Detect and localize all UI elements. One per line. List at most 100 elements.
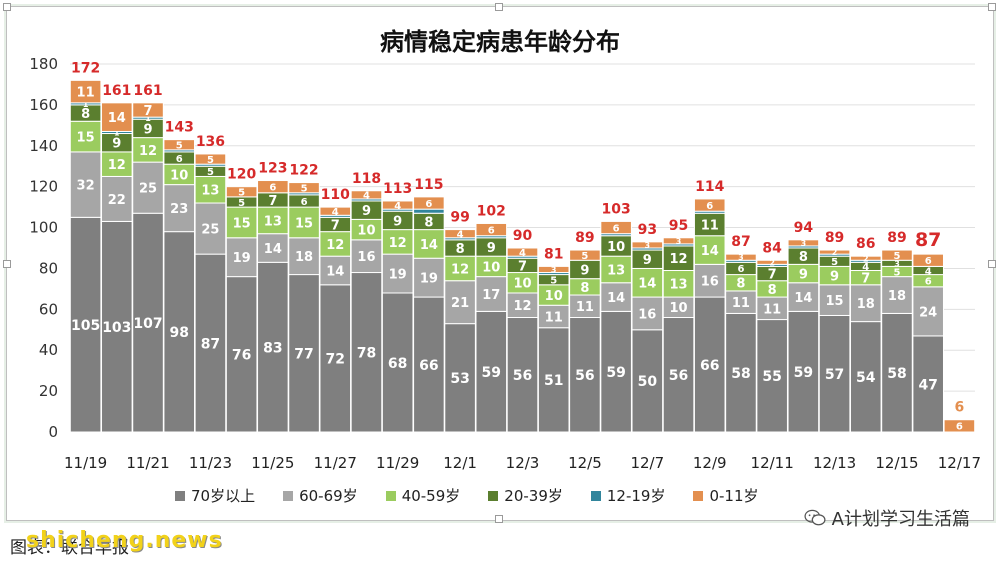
bar-segment [475, 310, 508, 433]
segment-data-label: 11 [763, 302, 781, 317]
segment-data-label: 10 [669, 301, 687, 316]
segment-data-label: 15 [233, 216, 251, 231]
y-tick-label: 20 [39, 382, 58, 400]
segment-data-label: 56 [669, 368, 688, 384]
total-data-label: 86 [856, 236, 875, 252]
segment-data-label: 24 [919, 305, 937, 320]
total-data-label: 87 [731, 234, 750, 250]
wechat-icon [804, 509, 826, 526]
bar-segment [506, 317, 539, 433]
segment-data-label: 14 [326, 264, 344, 279]
total-data-label: 136 [196, 134, 225, 150]
x-tick-label: 11/19 [64, 454, 107, 472]
bar-segment [631, 329, 664, 433]
resize-handle-top-left[interactable] [3, 3, 11, 11]
bar-segment [662, 317, 695, 433]
chart-source-caption: 图表：联合早报 [10, 538, 129, 558]
segment-data-label: 13 [201, 184, 219, 199]
segment-data-label: 8 [580, 281, 589, 296]
segment-data-label: 13 [669, 278, 687, 293]
chart-title: 病情稳定病患年龄分布 [380, 28, 620, 56]
bar-segment [163, 231, 196, 433]
segment-data-label: 47 [918, 377, 937, 393]
segment-data-label: 9 [143, 122, 152, 137]
bar-segment [725, 312, 757, 433]
segment-data-label: 3 [801, 239, 807, 248]
segment-data-label: 9 [487, 241, 496, 256]
segment-data-label: 87 [201, 336, 220, 352]
segment-data-label: 66 [700, 358, 719, 374]
segment-data-label: 59 [482, 365, 501, 381]
site-watermark: shicheng.news [26, 528, 223, 553]
segment-data-label: 56 [513, 368, 532, 384]
account-name: A计划学习生活篇 [831, 509, 970, 530]
segment-data-label: 53 [450, 371, 469, 387]
resize-handle-top-right[interactable] [988, 3, 996, 11]
y-tick-label: 40 [39, 341, 58, 359]
legend-swatch [693, 490, 704, 501]
segment-data-label: 5 [238, 198, 245, 209]
segment-data-label: 5 [550, 275, 557, 286]
bar-segment [756, 319, 788, 433]
segment-data-label: 6 [176, 154, 183, 165]
segment-data-label: 7 [268, 194, 277, 209]
segment-data-label: 19 [420, 272, 438, 287]
segment-data-label: 76 [232, 348, 251, 364]
bar-segment [163, 139, 196, 151]
resize-handle-bottom[interactable] [495, 515, 503, 523]
total-data-label: 84 [762, 240, 782, 256]
bar-segment [600, 220, 632, 235]
bar-segment [912, 253, 944, 267]
total-data-label: 103 [602, 201, 631, 217]
bar-segment [350, 272, 383, 433]
segment-data-label: 2 [863, 254, 869, 263]
x-tick-label: 12/3 [506, 454, 540, 472]
segment-data-label: 11 [732, 296, 750, 311]
resize-handle-right[interactable] [988, 260, 996, 268]
bar-segment [194, 202, 227, 255]
segment-data-label: 5 [831, 257, 838, 268]
segment-data-label: 14 [108, 111, 126, 126]
segment-data-label: 8 [424, 215, 433, 230]
segment-data-label: 103 [102, 320, 131, 336]
chart-legend: 70岁以上 60-69岁 40-59岁 20-39岁 12-19岁 0-11岁 [175, 485, 759, 506]
x-tick-label: 12/11 [751, 454, 794, 472]
bar-segment [194, 253, 227, 433]
segment-data-label: 25 [201, 223, 219, 238]
segment-data-label: 6 [613, 223, 620, 234]
bar-segment [849, 284, 882, 323]
resize-handle-top[interactable] [495, 3, 503, 11]
total-data-label: 90 [513, 228, 533, 244]
legend-swatch [488, 490, 499, 501]
bar-segment [849, 255, 882, 261]
segment-data-label: 10 [170, 168, 188, 183]
segment-data-label: 4 [332, 207, 339, 218]
bar-segment [693, 198, 726, 212]
x-tick-label: 11/21 [126, 454, 169, 472]
segment-data-label: 72 [326, 352, 345, 368]
bar-segment [69, 216, 102, 433]
segment-data-label: 10 [357, 224, 375, 239]
total-data-label: 123 [258, 161, 287, 177]
segment-data-label: 14 [264, 242, 282, 257]
total-data-label: 118 [352, 171, 381, 187]
segment-data-label: 7 [768, 267, 777, 282]
x-tick-label: 12/5 [568, 454, 602, 472]
total-data-label: 99 [450, 210, 469, 226]
segment-data-label: 3 [738, 253, 744, 262]
x-tick-label: 11/29 [376, 454, 419, 472]
y-tick-label: 120 [29, 178, 58, 196]
resize-handle-left[interactable] [3, 260, 11, 268]
segment-data-label: 98 [169, 325, 188, 341]
segment-data-label: 55 [762, 369, 781, 385]
total-data-label: 114 [695, 179, 724, 195]
segment-data-label: 12 [108, 158, 126, 173]
bar-segment [132, 212, 164, 433]
segment-data-label: 3 [551, 266, 557, 275]
segment-data-label: 11 [545, 310, 563, 325]
legend-swatch [590, 490, 601, 501]
segment-data-label: 19 [389, 267, 407, 282]
bar-segment [132, 102, 164, 118]
legend-label: 20-39岁 [504, 487, 563, 505]
bar-segment [319, 255, 352, 286]
